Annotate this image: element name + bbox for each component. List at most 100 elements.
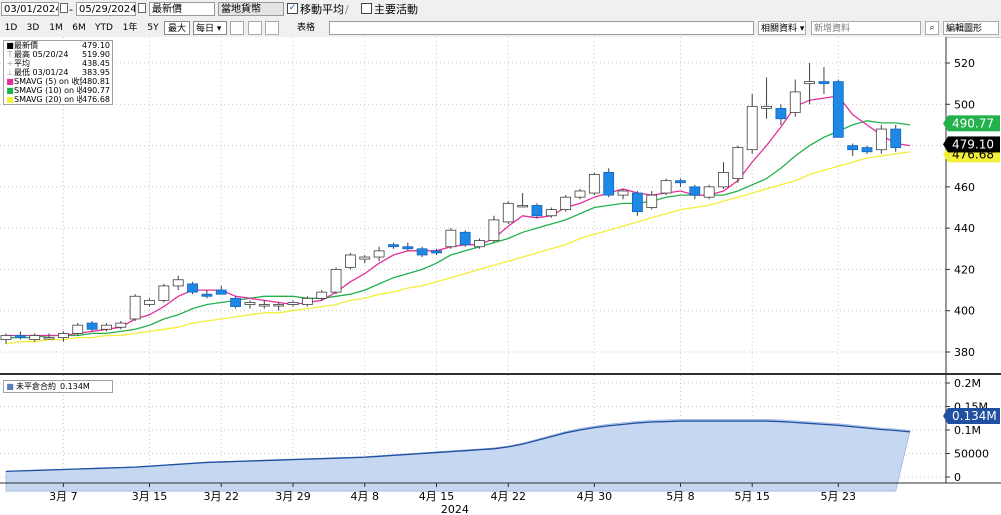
candle (545, 207, 557, 218)
candle (875, 124, 887, 154)
period-ytd[interactable]: YTD (95, 23, 113, 33)
candle-body (875, 128, 887, 151)
table-button[interactable]: 表格 (297, 23, 316, 33)
candle (660, 178, 672, 196)
year-label: 2024 (441, 503, 469, 515)
candle-body (0, 335, 12, 341)
candle-body (675, 180, 686, 184)
candle (804, 63, 815, 105)
oi-tick-label: 50000 (954, 448, 989, 461)
period-3d[interactable]: 3D (26, 23, 40, 33)
period-1d[interactable]: 1D (4, 23, 18, 33)
price-field-select[interactable]: 最新價 (149, 2, 215, 16)
badge-text: 0.134M (952, 409, 997, 423)
price-tick-label: 500 (954, 98, 975, 111)
chart-style-button[interactable] (248, 21, 262, 35)
candle-body (287, 302, 299, 305)
candle-body (761, 105, 772, 109)
period-6m[interactable]: 6M (72, 23, 86, 33)
start-date-field[interactable]: 03/01/2024 (1, 2, 59, 16)
candle-body (402, 246, 414, 250)
candle (445, 228, 457, 249)
chart-type-button[interactable] (230, 21, 244, 35)
candle (775, 104, 787, 125)
candle (431, 248, 442, 255)
candle-body (373, 250, 385, 258)
legend-oi-name: 未平倉合約 (16, 381, 56, 391)
candle (101, 323, 112, 332)
legend-item: ⊥ 最低 03/01/24 383.95 (4, 68, 112, 77)
candle (388, 242, 399, 249)
ma-line (6, 95, 911, 337)
candle (230, 296, 242, 309)
candle-body (775, 108, 787, 120)
ma10-badge: 490.77 (943, 115, 1000, 132)
legend-item: ■SMAVG (20) on 收盤476.68 (4, 95, 112, 104)
candle (344, 252, 356, 270)
calendar-icon[interactable] (60, 3, 68, 13)
pencil-icon[interactable]: ∕ (345, 3, 349, 16)
upper-grid (0, 37, 946, 373)
candle-body (545, 209, 557, 217)
badge-bg (948, 136, 1000, 153)
candle-body (660, 180, 672, 194)
legend-swatch: ■ (6, 86, 14, 95)
candle-body (502, 202, 514, 223)
legend-item-value: 519.90 (82, 50, 110, 59)
candle (574, 188, 586, 200)
legend-item-value: 490.77 (82, 86, 110, 95)
currency-select[interactable]: 當地貨幣 (218, 2, 284, 16)
date-tick-label: 4月 8 (351, 490, 380, 503)
badge-pointer (943, 408, 948, 425)
chart-extra-button[interactable] (265, 21, 279, 35)
candle-body (388, 244, 399, 248)
candle (847, 143, 859, 156)
price-tick-label: 400 (954, 305, 975, 318)
candle (402, 242, 414, 251)
period-5y[interactable]: 5Y (147, 23, 159, 33)
candle-body (129, 295, 141, 320)
legend-item-name: SMAVG (10) on 收盤 (14, 86, 82, 95)
candle-body (847, 145, 859, 151)
end-date-field[interactable]: 05/29/2024 (76, 2, 136, 16)
candle (675, 178, 686, 187)
legend-item-value: 383.95 (82, 68, 110, 77)
candle-body (646, 194, 658, 208)
date-tick-label: 4月 30 (577, 490, 613, 503)
legend-swatch: T (7, 50, 13, 59)
moving-avg-label: 移動平均 (300, 3, 344, 16)
add-data-field[interactable]: 新增資料 (811, 21, 921, 35)
candle-body (72, 324, 84, 334)
period-max[interactable]: 最大 (164, 21, 190, 35)
related-data-dropdown[interactable]: 相關資料 ▾ (758, 21, 806, 35)
edit-chart-button[interactable]: 編輯圖形 (943, 21, 999, 35)
candle (58, 331, 69, 342)
open-interest-legend: ■ 未平倉合約 0.134M (3, 380, 113, 393)
period-1m[interactable]: 1M (49, 23, 63, 33)
candle (560, 195, 572, 212)
candle (488, 215, 500, 243)
period-1y[interactable]: 1年 (122, 23, 138, 33)
candle (761, 77, 772, 119)
candle-body (215, 289, 227, 295)
frequency-label: 每日 (196, 24, 215, 34)
moving-avg-checkbox[interactable]: ✓ (287, 3, 298, 14)
candle-body (689, 186, 701, 196)
candle-body (431, 250, 442, 254)
calendar-icon[interactable] (138, 3, 146, 13)
badge-pointer (943, 115, 948, 132)
events-checkbox[interactable] (361, 3, 372, 14)
candle-body (732, 147, 744, 179)
frequency-dropdown[interactable]: 每日 ▾ (193, 21, 227, 35)
annotation-field[interactable] (329, 21, 754, 35)
oi-badge: 0.134M (943, 408, 1000, 425)
search-icon[interactable]: ⌕ (925, 21, 939, 35)
candle (330, 267, 342, 295)
legend-swatch: ■ (6, 41, 14, 50)
related-data-label: 相關資料 (761, 24, 798, 34)
ma-line (5, 151, 911, 345)
candle-body (101, 324, 112, 330)
candle-body (172, 279, 184, 287)
candle-body (890, 128, 902, 149)
date-tick-label: 5月 15 (734, 490, 770, 503)
